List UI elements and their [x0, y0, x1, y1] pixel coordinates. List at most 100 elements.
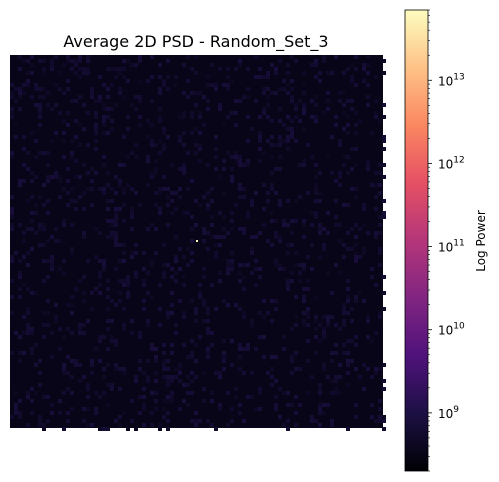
- heatmap-cell: [302, 223, 306, 227]
- heatmap-cell: [198, 419, 202, 423]
- heatmap-cell: [198, 115, 202, 119]
- heatmap-cell: [10, 259, 14, 263]
- heatmap-cell: [22, 315, 26, 319]
- heatmap-cell: [222, 123, 226, 127]
- heatmap-cell: [42, 203, 46, 207]
- heatmap-cell: [118, 367, 122, 371]
- heatmap-cell: [50, 67, 54, 71]
- heatmap-cell: [238, 155, 242, 159]
- heatmap-cell: [138, 203, 142, 207]
- heatmap-cell: [46, 211, 50, 215]
- heatmap-cell: [166, 375, 170, 379]
- colorbar-tick-base: 10: [438, 241, 453, 255]
- heatmap-cell: [110, 219, 114, 223]
- heatmap-cell: [302, 127, 306, 131]
- heatmap-cell: [314, 63, 318, 67]
- heatmap-cell: [94, 99, 98, 103]
- heatmap-cell: [326, 91, 330, 95]
- heatmap-cell: [34, 83, 38, 87]
- heatmap-cell: [378, 407, 382, 411]
- heatmap-cell: [314, 175, 318, 179]
- heatmap-cell: [202, 371, 206, 375]
- heatmap-cell: [162, 131, 166, 135]
- heatmap-cell: [42, 71, 46, 75]
- heatmap-cell: [334, 179, 338, 183]
- heatmap-cell: [22, 135, 26, 139]
- heatmap-cell: [222, 215, 226, 219]
- heatmap-cell: [166, 411, 170, 415]
- heatmap-cell: [238, 403, 242, 407]
- heatmap-cell: [38, 123, 42, 127]
- heatmap-cell: [134, 191, 138, 195]
- heatmap-cell: [186, 151, 190, 155]
- heatmap-cell: [174, 255, 178, 259]
- heatmap-cell: [206, 355, 210, 359]
- heatmap-cell: [82, 231, 86, 235]
- heatmap-cell: [342, 255, 346, 259]
- heatmap-cell: [146, 291, 150, 295]
- heatmap-cell: [18, 223, 22, 227]
- heatmap-cell: [230, 79, 234, 83]
- heatmap-cell: [382, 387, 386, 391]
- heatmap-cell: [66, 191, 70, 195]
- heatmap-cell: [78, 363, 82, 367]
- heatmap-cell: [86, 187, 90, 191]
- heatmap-cell: [190, 299, 194, 303]
- heatmap-cell: [230, 267, 234, 271]
- heatmap-cell: [30, 55, 34, 59]
- heatmap-cell: [78, 323, 82, 327]
- heatmap-cell: [110, 235, 114, 239]
- heatmap-cell: [190, 379, 194, 383]
- heatmap-cell: [242, 347, 246, 351]
- heatmap-cell: [62, 223, 66, 227]
- heatmap-cell: [38, 243, 42, 247]
- heatmap-cell: [98, 259, 102, 263]
- heatmap-cell: [246, 115, 250, 119]
- heatmap-cell: [286, 91, 290, 95]
- heatmap-cell: [342, 307, 346, 311]
- heatmap-cell: [258, 135, 262, 139]
- heatmap-cell: [182, 63, 186, 67]
- heatmap-cell: [78, 143, 82, 147]
- heatmap-cell: [346, 155, 350, 159]
- heatmap-cell: [194, 71, 198, 75]
- heatmap-cell: [34, 291, 38, 295]
- heatmap-cell: [186, 263, 190, 267]
- heatmap-cell: [318, 171, 322, 175]
- heatmap-cell: [282, 123, 286, 127]
- heatmap-cell: [310, 243, 314, 247]
- heatmap-cell: [318, 227, 322, 231]
- heatmap-cell: [262, 299, 266, 303]
- heatmap-cell: [114, 239, 118, 243]
- heatmap-cell: [374, 111, 378, 115]
- heatmap-cell: [246, 67, 250, 71]
- heatmap-cell: [206, 163, 210, 167]
- heatmap-cell: [10, 195, 14, 199]
- heatmap-cell: [190, 391, 194, 395]
- heatmap-cell: [262, 315, 266, 319]
- heatmap-cell: [18, 275, 22, 279]
- heatmap-cell: [294, 199, 298, 203]
- heatmap-cell: [82, 163, 86, 167]
- heatmap-cell: [242, 275, 246, 279]
- heatmap-cell: [206, 191, 210, 195]
- heatmap-cell: [210, 235, 214, 239]
- heatmap-cell: [78, 95, 82, 99]
- heatmap-cell: [250, 319, 254, 323]
- heatmap-cell: [38, 95, 42, 99]
- heatmap-cell: [222, 367, 226, 371]
- heatmap-cell: [142, 395, 146, 399]
- heatmap-cell: [310, 419, 314, 423]
- heatmap-cell: [134, 143, 138, 147]
- heatmap-cell: [166, 203, 170, 207]
- heatmap-cell: [230, 407, 234, 411]
- heatmap-cell: [106, 171, 110, 175]
- heatmap-cell: [54, 303, 58, 307]
- heatmap-cell: [162, 359, 166, 363]
- heatmap-cell: [286, 403, 290, 407]
- heatmap-cell: [234, 387, 238, 391]
- heatmap-cell: [146, 79, 150, 83]
- heatmap-cell: [126, 59, 130, 63]
- heatmap-cell: [110, 231, 114, 235]
- heatmap-cell: [10, 215, 14, 219]
